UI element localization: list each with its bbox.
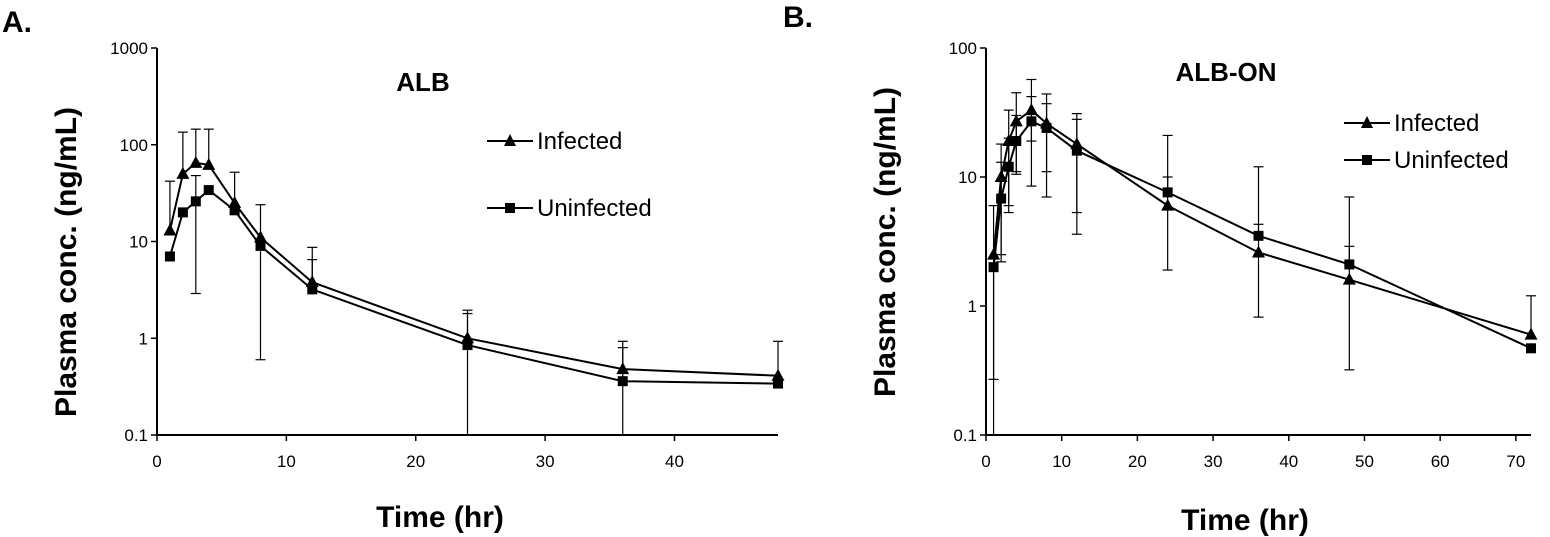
panel-b-x-axis-title: Time (hr) <box>1181 504 1309 537</box>
data-point-infected <box>1161 198 1175 211</box>
x-tick-label: 0 <box>152 452 161 471</box>
data-point-uninfected <box>773 378 783 389</box>
panel-a-x-axis-title: Time (hr) <box>376 501 504 534</box>
legend-uninfected-marker <box>1362 155 1372 165</box>
x-tick-label: 30 <box>1204 452 1223 471</box>
x-tick-label: 20 <box>1128 452 1147 471</box>
y-tick-label: 10 <box>958 168 977 187</box>
panel-b-label: B. <box>783 1 813 34</box>
x-tick-label: 50 <box>1355 452 1374 471</box>
data-point-uninfected <box>1344 259 1355 270</box>
y-tick-label: 1 <box>968 297 977 316</box>
legend-infected-label: Infected <box>537 128 622 155</box>
x-tick-label: 70 <box>1506 452 1525 471</box>
data-point-infected <box>1342 272 1356 285</box>
data-point-uninfected <box>1026 116 1037 127</box>
data-point-uninfected <box>1011 136 1022 147</box>
data-point-infected <box>987 247 1001 260</box>
panel-a-title: ALB <box>396 67 449 97</box>
legend-infected-marker <box>504 134 516 146</box>
x-tick-label: 60 <box>1431 452 1450 471</box>
x-tick-label: 10 <box>1052 452 1071 471</box>
legend-infected-label: Infected <box>1394 110 1479 137</box>
panel-b-axes: 0.1 1 10 100 0 10 20 30 40 50 60 70 <box>949 39 1531 471</box>
y-tick-label: 1000 <box>110 39 148 58</box>
panel-b-title: ALB-ON <box>1175 57 1276 87</box>
panel-b-legend: Infected Uninfected <box>1344 110 1509 174</box>
y-tick-label: 0.1 <box>124 426 148 445</box>
data-point-uninfected <box>255 240 266 251</box>
data-point-uninfected <box>190 196 201 207</box>
y-tick-label: 100 <box>120 136 148 155</box>
data-point-uninfected <box>1071 145 1082 156</box>
data-point-uninfected <box>1003 161 1014 172</box>
data-point-uninfected <box>203 185 214 196</box>
legend-uninfected-label: Uninfected <box>537 195 652 222</box>
data-point-infected <box>771 368 785 381</box>
data-point-infected <box>228 195 242 208</box>
panel-a-label: A. <box>2 6 32 39</box>
y-tick-label: 100 <box>949 39 977 58</box>
data-point-uninfected <box>988 262 999 273</box>
x-tick-label: 0 <box>981 452 990 471</box>
y-tick-label: 10 <box>129 233 148 252</box>
data-point-uninfected <box>996 193 1007 204</box>
data-point-uninfected <box>1162 187 1173 198</box>
x-tick-label: 10 <box>277 452 296 471</box>
data-point-infected <box>189 155 203 168</box>
data-point-infected <box>254 230 267 243</box>
panel-a-axes: 0.1 1 10 100 1000 0 10 20 30 40 <box>110 39 778 471</box>
data-point-uninfected <box>1041 122 1052 133</box>
data-point-uninfected <box>177 207 188 218</box>
series-line-infected <box>168 161 779 377</box>
data-point-uninfected <box>164 251 175 262</box>
legend-uninfected-marker <box>505 203 515 213</box>
x-tick-label: 40 <box>665 452 684 471</box>
panel-a: A. ALB Time (hr) Plasma conc. (ng/mL) 0.… <box>2 6 785 534</box>
panel-b: B. ALB-ON Time (hr) Plasma conc. (ng/mL)… <box>783 1 1538 537</box>
data-point-uninfected <box>1253 230 1264 241</box>
panel-b-plot <box>987 78 1538 436</box>
x-tick-label: 20 <box>406 452 425 471</box>
data-point-infected <box>1252 245 1265 258</box>
data-point-uninfected <box>617 376 628 387</box>
data-point-uninfected <box>1526 343 1536 354</box>
data-point-uninfected <box>462 340 473 351</box>
y-tick-label: 0.1 <box>953 426 977 445</box>
panel-a-plot <box>163 128 785 436</box>
data-point-infected <box>1524 327 1538 340</box>
x-tick-label: 30 <box>536 452 555 471</box>
data-point-infected <box>163 223 177 236</box>
data-point-uninfected <box>229 205 240 216</box>
panel-a-legend: Infected Uninfected <box>487 128 652 222</box>
data-point-uninfected <box>307 284 318 295</box>
data-point-infected <box>202 157 216 170</box>
legend-uninfected-label: Uninfected <box>1394 147 1509 174</box>
y-tick-label: 1 <box>139 329 148 348</box>
legend-infected-marker <box>1361 116 1373 128</box>
data-point-infected <box>176 166 190 179</box>
panel-b-y-axis-title: Plasma conc. (ng/mL) <box>869 87 902 397</box>
series-line-uninfected <box>168 188 779 385</box>
x-tick-label: 40 <box>1279 452 1298 471</box>
panel-a-y-axis-title: Plasma conc. (ng/mL) <box>50 107 83 417</box>
